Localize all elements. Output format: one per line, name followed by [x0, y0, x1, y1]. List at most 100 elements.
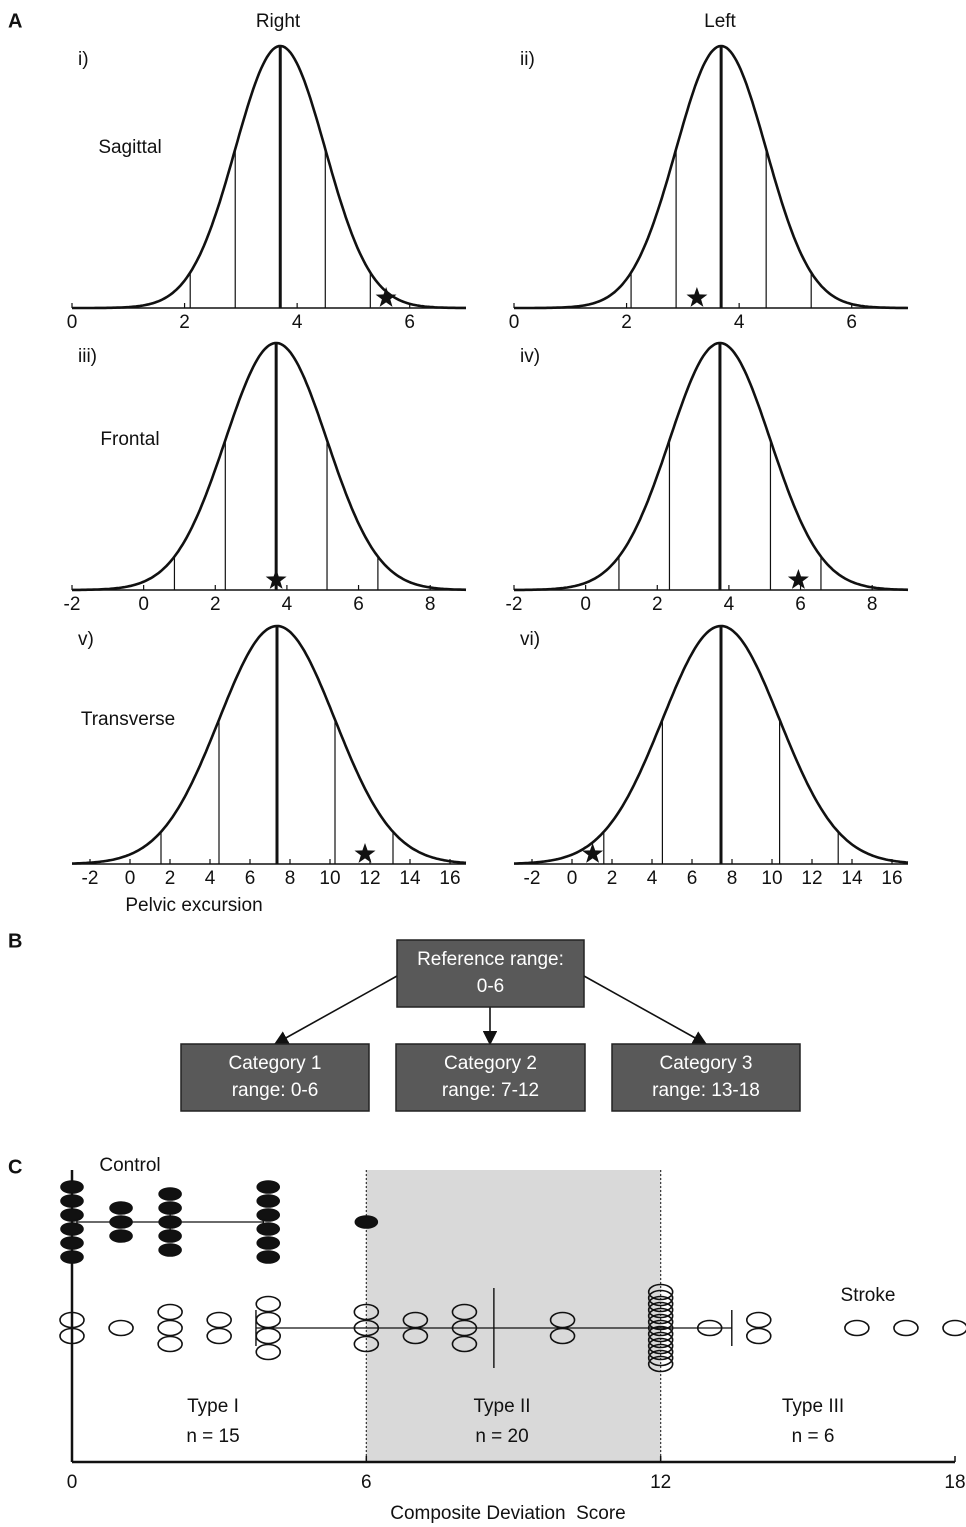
stroke-point — [255, 1327, 282, 1345]
control-point — [158, 1215, 182, 1229]
x-tick-label: 6 — [353, 594, 364, 615]
group-count: n = 20 — [475, 1426, 528, 1447]
control-point — [109, 1201, 133, 1215]
series-label: Stroke — [841, 1285, 896, 1306]
stroke-point — [402, 1327, 429, 1345]
stroke-point — [451, 1335, 478, 1353]
stroke-point — [108, 1319, 134, 1337]
stroke-point — [402, 1311, 429, 1329]
arrows — [273, 975, 708, 1046]
control-point — [60, 1208, 84, 1222]
normal-curve — [514, 624, 909, 865]
stroke-point — [59, 1327, 85, 1345]
panel-label: A — [8, 10, 22, 32]
panel-label: C — [8, 1156, 22, 1178]
x-tick-label: 6 — [846, 312, 857, 333]
stroke-point — [893, 1319, 919, 1337]
x-tick-label: 8 — [727, 868, 738, 889]
normal-curve — [514, 44, 909, 310]
stroke-point — [745, 1327, 772, 1345]
x-tick-label: 0 — [580, 594, 591, 615]
x-tick-label: 8 — [285, 868, 296, 889]
stroke-point — [647, 1349, 674, 1367]
star-marker — [787, 569, 809, 589]
stroke-point — [157, 1319, 183, 1337]
x-tick-label: 6 — [361, 1472, 372, 1493]
stroke-point — [844, 1319, 870, 1337]
control-point — [109, 1229, 133, 1243]
x-tick-label: 0 — [509, 312, 520, 333]
x-tick-label: 12 — [801, 868, 822, 889]
node-text: Category 1 — [229, 1053, 322, 1074]
node-text: Category 2 — [444, 1053, 537, 1074]
stroke-point — [206, 1327, 232, 1345]
x-tick-label: 14 — [841, 868, 863, 889]
node-text: range: 0-6 — [232, 1080, 319, 1101]
x-tick-label: 10 — [761, 868, 782, 889]
x-tick-label: 10 — [319, 868, 340, 889]
x-tick-label: 2 — [621, 312, 632, 333]
node-text: Reference range: — [417, 949, 564, 970]
subplot-title: vi) — [520, 629, 540, 650]
x-tick-label: 6 — [795, 594, 806, 615]
control-point — [109, 1215, 133, 1229]
stroke-point — [647, 1331, 674, 1349]
x-tick-label: 12 — [650, 1472, 671, 1493]
stroke-point — [696, 1319, 723, 1337]
stroke-point — [451, 1319, 478, 1337]
subplot-title: v) — [78, 629, 94, 650]
stroke-point — [647, 1289, 674, 1307]
stroke-point — [647, 1355, 674, 1373]
stroke-point — [647, 1325, 674, 1343]
x-tick-label: 16 — [881, 868, 902, 889]
x-tick-label: 2 — [165, 868, 176, 889]
node-text: range: 13-18 — [652, 1080, 760, 1101]
control-point — [256, 1250, 281, 1264]
control-point — [256, 1180, 281, 1194]
star-marker — [582, 843, 604, 863]
normal-curve — [72, 624, 467, 865]
x-axis-label: Pelvic excursion — [125, 895, 262, 916]
control-point — [60, 1180, 84, 1194]
node-text: Category 3 — [660, 1053, 753, 1074]
stroke-point — [157, 1303, 183, 1321]
x-tick-label: 4 — [292, 312, 303, 333]
x-tick-label: 4 — [724, 594, 735, 615]
column-label: Left — [704, 11, 736, 32]
x-tick-label: 6 — [404, 312, 415, 333]
subplot-title: iii) — [78, 346, 97, 367]
stroke-point — [647, 1319, 674, 1337]
group-label: Type I — [187, 1396, 239, 1417]
control-point — [60, 1222, 84, 1236]
x-tick-label: 2 — [607, 868, 618, 889]
x-tick-label: 8 — [425, 594, 436, 615]
panel-label: B — [8, 930, 22, 952]
x-tick-label: -2 — [82, 868, 99, 889]
x-axis-label: Composite Deviation Score — [390, 1503, 626, 1524]
x-tick-label: 4 — [647, 868, 658, 889]
stroke-point — [451, 1303, 478, 1321]
control-point — [256, 1236, 281, 1250]
x-tick-label: 6 — [687, 868, 698, 889]
node-text: range: 7-12 — [442, 1080, 539, 1101]
stroke-point — [647, 1295, 674, 1313]
series-label: Control — [99, 1155, 160, 1176]
control-point — [256, 1208, 281, 1222]
control-point — [256, 1222, 281, 1236]
x-tick-label: 0 — [67, 312, 78, 333]
normal-curve — [72, 44, 466, 310]
control-point — [158, 1201, 182, 1215]
stroke-point — [59, 1311, 85, 1329]
x-tick-label: 2 — [652, 594, 663, 615]
x-tick-label: 0 — [67, 1472, 78, 1493]
x-tick-label: 4 — [205, 868, 216, 889]
stroke-point — [255, 1343, 282, 1361]
column-label: Right — [256, 11, 301, 32]
x-tick-label: -2 — [506, 594, 523, 615]
shaded-region — [366, 1170, 661, 1462]
x-tick-label: -2 — [64, 594, 81, 615]
diagram-node — [395, 1043, 586, 1112]
stroke-point — [647, 1283, 674, 1301]
x-tick-label: 4 — [734, 312, 745, 333]
control-point — [354, 1215, 379, 1229]
